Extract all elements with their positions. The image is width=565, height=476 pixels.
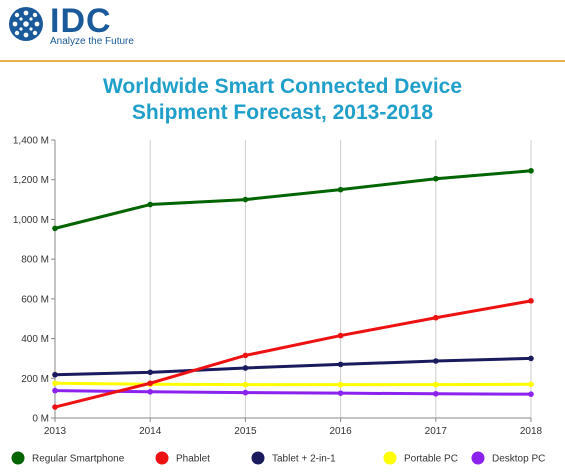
legend-label-tablet-2-in-1: Tablet + 2-in-1 xyxy=(272,454,336,465)
data-point-phablet xyxy=(433,314,439,321)
data-point-portable-pc xyxy=(433,381,439,388)
data-point-regular-smartphone xyxy=(242,196,249,203)
legend-label-regular-smartphone: Regular Smartphone xyxy=(32,454,125,465)
data-point-desktop-pc xyxy=(52,387,58,394)
y-tick-label: 1,400 M xyxy=(13,136,49,147)
data-point-desktop-pc xyxy=(337,390,344,396)
legend-marker-portable-pc xyxy=(383,451,397,465)
data-point-phablet xyxy=(52,404,58,410)
legend-marker-tablet-2-in-1 xyxy=(251,451,265,465)
data-point-tablet-2-in-1 xyxy=(52,371,58,378)
data-point-phablet xyxy=(528,298,534,304)
data-point-portable-pc xyxy=(52,380,58,387)
x-tick-label: 2018 xyxy=(520,426,543,437)
globe-icon xyxy=(9,7,43,41)
series-line-desktop-pc xyxy=(54,389,532,396)
data-point-phablet xyxy=(337,332,344,339)
data-point-regular-smartphone xyxy=(52,225,58,232)
data-point-tablet-2-in-1 xyxy=(433,358,439,364)
data-point-phablet xyxy=(242,352,249,359)
x-tick-label: 2017 xyxy=(425,426,448,437)
y-tick-label: 1,200 M xyxy=(13,175,49,186)
y-tick-label: 1,000 M xyxy=(13,215,49,226)
y-tick-label: 0 M xyxy=(32,414,49,425)
legend-label-desktop-pc: Desktop PC xyxy=(492,454,545,465)
data-point-regular-smartphone xyxy=(147,201,153,208)
brand-tagline: Analyze the Future xyxy=(50,36,134,47)
series-line-portable-pc xyxy=(54,381,532,387)
data-point-tablet-2-in-1 xyxy=(337,361,344,368)
chart-title: Worldwide Smart Connected Device Shipmen… xyxy=(0,74,565,126)
legend-marker-regular-smartphone xyxy=(11,451,25,465)
series-line-tablet-2-in-1 xyxy=(54,356,532,377)
legend-label-portable-pc: Portable PC xyxy=(404,454,458,465)
data-point-desktop-pc xyxy=(147,388,153,395)
x-tick-label: 2013 xyxy=(44,426,67,437)
header-divider xyxy=(0,60,565,62)
y-tick-label: 800 M xyxy=(21,255,49,266)
data-point-desktop-pc xyxy=(433,390,439,397)
legend-marker-phablet xyxy=(155,451,169,465)
y-tick-label: 400 M xyxy=(21,334,49,345)
series-line-phablet xyxy=(54,299,532,409)
x-tick-label: 2016 xyxy=(329,426,352,437)
brand-name: IDC xyxy=(50,2,112,40)
data-point-tablet-2-in-1 xyxy=(147,369,153,376)
legend-label-phablet: Phablet xyxy=(176,454,210,465)
data-point-regular-smartphone xyxy=(433,175,439,182)
y-tick-label: 600 M xyxy=(21,294,49,305)
legend-marker-desktop-pc xyxy=(471,451,485,465)
data-point-regular-smartphone xyxy=(337,186,344,193)
series-line-regular-smartphone xyxy=(54,169,532,230)
idc-logo: IDC Analyze the Future xyxy=(8,2,208,50)
y-tick-label: 200 M xyxy=(21,374,49,385)
data-point-desktop-pc xyxy=(528,391,534,397)
data-point-desktop-pc xyxy=(242,389,249,396)
header: IDC Analyze the Future xyxy=(0,0,565,60)
data-point-phablet xyxy=(147,380,153,387)
data-point-tablet-2-in-1 xyxy=(528,355,534,362)
chart-title-line-2: Shipment Forecast, 2013-2018 xyxy=(131,101,434,124)
data-point-regular-smartphone xyxy=(528,167,534,174)
x-tick-label: 2015 xyxy=(234,426,257,437)
data-point-tablet-2-in-1 xyxy=(242,365,249,371)
data-point-portable-pc xyxy=(242,381,249,388)
x-tick-label: 2014 xyxy=(139,426,162,437)
data-point-portable-pc xyxy=(528,381,534,388)
chart-title-line-1: Worldwide Smart Connected Device xyxy=(102,75,463,98)
data-point-portable-pc xyxy=(337,381,344,388)
